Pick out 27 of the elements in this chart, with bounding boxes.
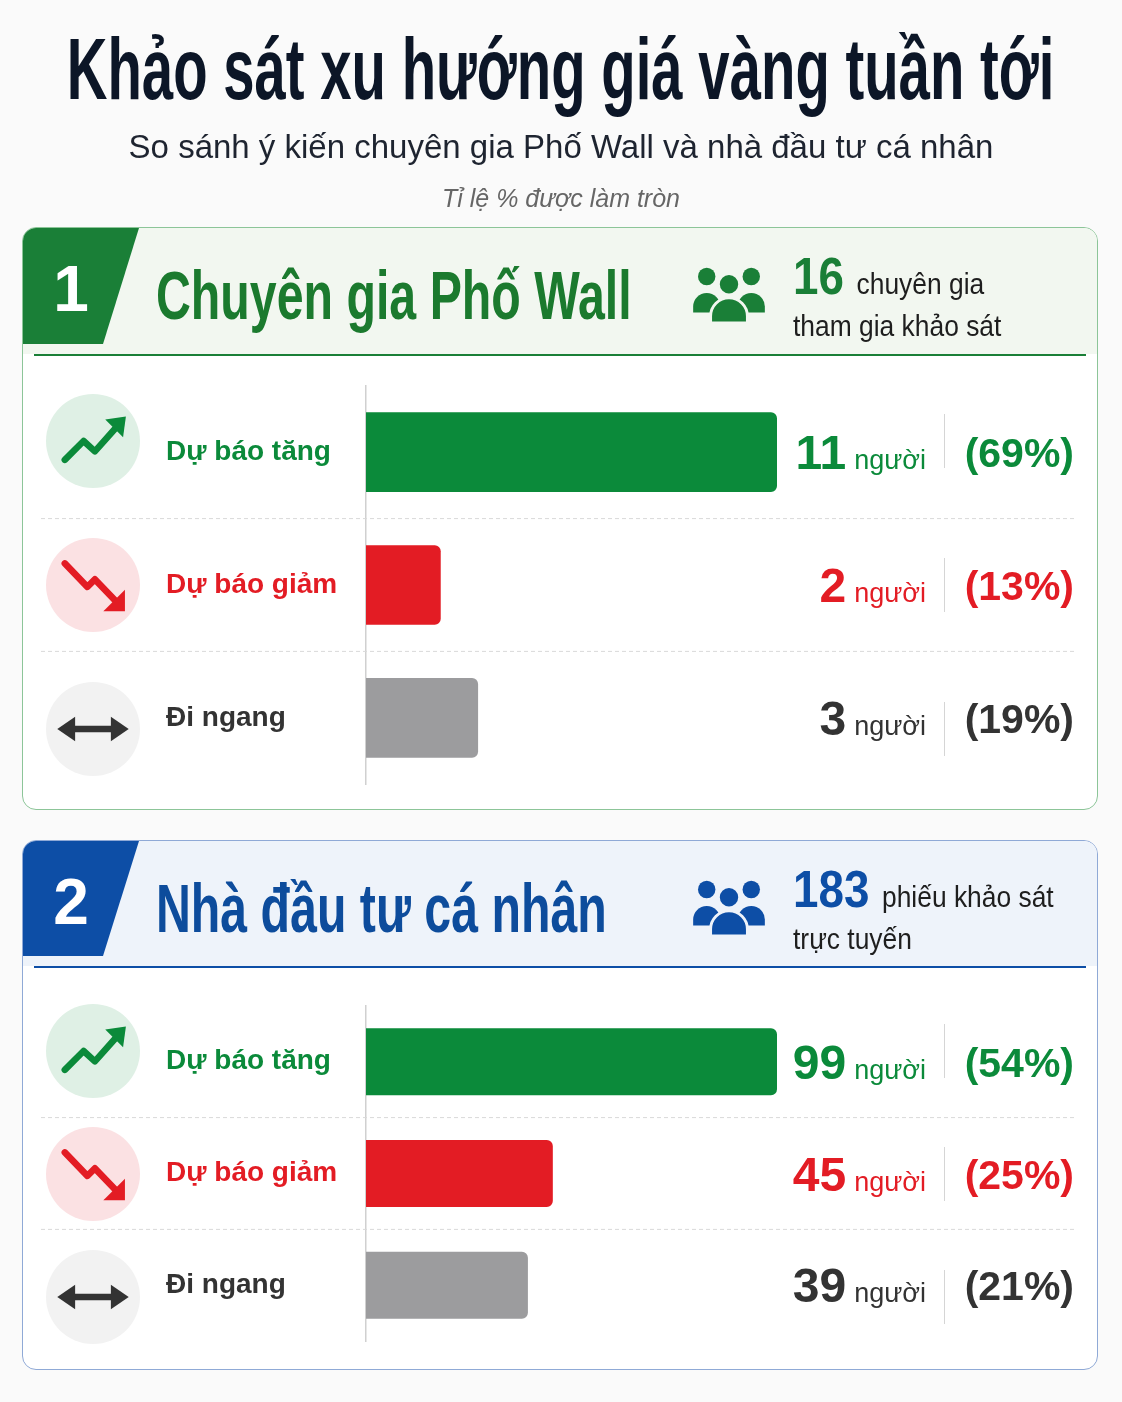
y-tick-label: Đi ngang	[166, 1268, 286, 1300]
text: Khảo sát xu hướng giá vàng tuần tới	[67, 19, 1055, 118]
chart-title: Nhà đầu tư cá nhân	[156, 870, 607, 946]
text: 2	[52, 866, 90, 938]
y-tick-label: Dự báo tăng	[166, 434, 331, 466]
y-tick-label: Dự báo giảm	[166, 1156, 338, 1188]
chart-title: Chuyên gia Phố Wall	[156, 257, 632, 333]
text: 1	[52, 253, 90, 325]
y-tick-label: Dự báo giảm	[166, 567, 338, 599]
data-label: 39 người	[792, 1259, 926, 1313]
data-label: 45 người	[792, 1147, 926, 1201]
data-label: 11 người	[795, 426, 926, 480]
text: (21%)	[964, 1263, 1075, 1310]
text: (19%)	[964, 695, 1075, 742]
text: (69%)	[964, 430, 1075, 477]
text: 16 chuyên gia tham gia khảo sát	[793, 247, 1002, 344]
text: (54%)	[964, 1039, 1075, 1086]
data-label: 2 người	[819, 559, 926, 612]
data-label: 3 người	[819, 691, 926, 745]
y-tick-label: Đi ngang	[166, 700, 286, 732]
y-tick-label: Dự báo tăng	[166, 1044, 331, 1076]
text: (13%)	[964, 563, 1075, 609]
text: So sánh ý kiến chuyên gia Phố Wall và nhà đầu tư cá nhân	[128, 128, 994, 165]
data-label: 99 người	[792, 1035, 926, 1089]
text: 183 phiếu khảo sát trực tuyến	[793, 860, 1054, 957]
text: Tỉ lệ % được làm tròn	[442, 184, 680, 212]
text: (25%)	[964, 1151, 1075, 1198]
